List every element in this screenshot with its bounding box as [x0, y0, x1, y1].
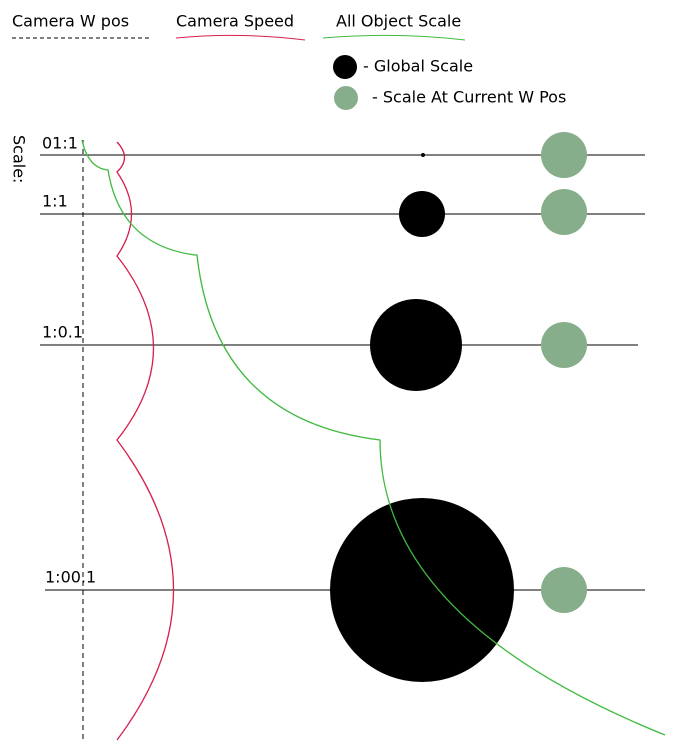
- legend-label: - Scale At Current W Pos: [372, 88, 566, 107]
- legend-label: - Global Scale: [363, 57, 473, 76]
- legend-label: Camera W pos: [12, 12, 129, 31]
- current-scale-circle: [541, 322, 587, 368]
- row-label: 01:1: [42, 134, 78, 153]
- current-scale-circle: [541, 189, 587, 235]
- legend-swatch: [333, 55, 357, 79]
- current-scale-circle: [541, 567, 587, 613]
- legend-line: [322, 34, 466, 41]
- legend-line: [175, 34, 306, 41]
- camera-speed-curve: [116, 141, 174, 741]
- row-label: 1:0.1: [42, 323, 83, 342]
- global-scale-circle: [421, 153, 425, 157]
- row-label: 1:1: [42, 192, 68, 211]
- current-scale-circle: [541, 132, 587, 178]
- global-scale-circle: [370, 299, 462, 391]
- legend-swatch: [334, 86, 358, 110]
- legend-label: All Object Scale: [336, 12, 461, 31]
- object-scale-curve: [81, 139, 666, 736]
- legend-label: Camera Speed: [176, 12, 294, 31]
- axis-label: Scale:: [10, 135, 29, 183]
- row-label: 1:00.1: [45, 568, 96, 587]
- global-scale-circle: [330, 498, 514, 682]
- global-scale-circle: [399, 191, 445, 237]
